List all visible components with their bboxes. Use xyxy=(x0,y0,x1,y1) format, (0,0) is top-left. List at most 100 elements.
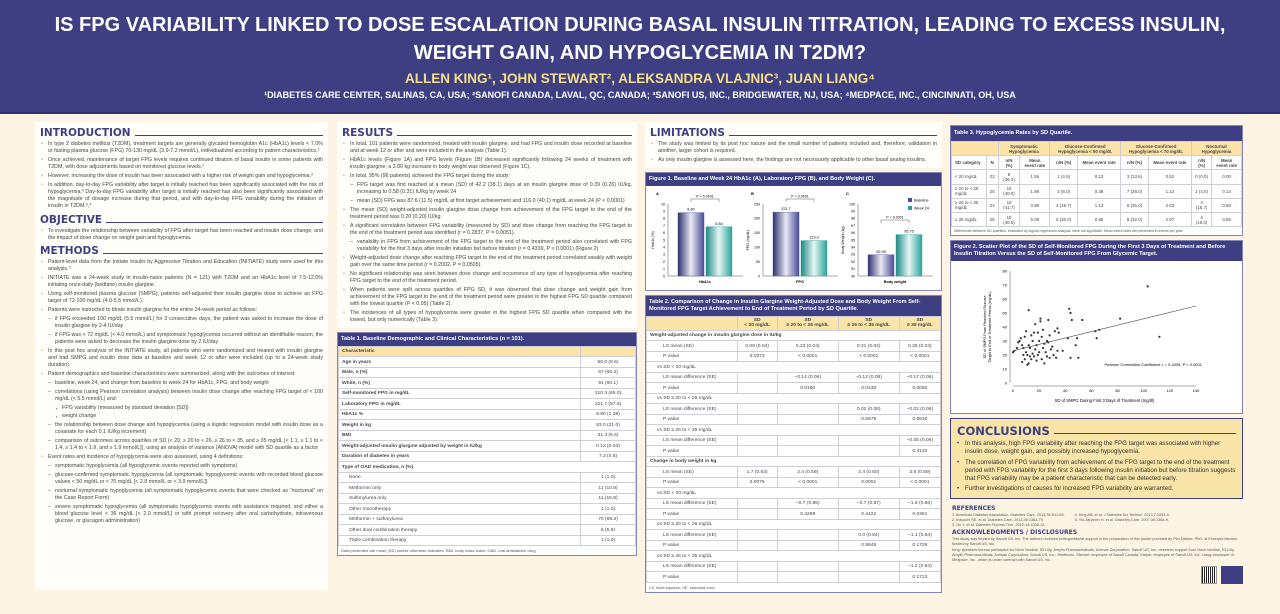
data-point xyxy=(1119,317,1122,320)
table-1-header-blank xyxy=(580,345,636,358)
data-label: 6.84 xyxy=(715,222,722,226)
y-tick-label: 10 xyxy=(1003,366,1008,371)
data-point xyxy=(1069,312,1072,315)
row-label: Other monotherapy xyxy=(338,503,581,515)
cell xyxy=(776,403,839,415)
column-header: SD ≥ 35 mg/dL xyxy=(898,315,942,331)
data-point xyxy=(1024,330,1028,333)
list-item: Event rates and incidence of hypoglycemi… xyxy=(40,454,323,461)
y-tick-label: 30 xyxy=(1003,338,1008,343)
row-group-label: vs SD < 20 mg/dL xyxy=(646,361,941,373)
list-item: Patient-level data from the Initiate Ins… xyxy=(40,259,323,273)
cell: −1.1 (0.84) xyxy=(898,529,942,541)
x-tick-label: 80 xyxy=(1115,388,1120,393)
cell: 0.09 (0.04) xyxy=(736,340,778,352)
cell: 1.13 xyxy=(1147,183,1192,199)
data-point xyxy=(1048,356,1051,360)
y-axis-label: SD of SMPG From Reached GlucoseTarget to… xyxy=(983,291,992,363)
y-tick-label: 94 xyxy=(851,245,855,249)
row-value: 56.0 (8.6) xyxy=(580,356,636,368)
data-point xyxy=(1051,345,1054,348)
cell: 0 (0.0) xyxy=(1190,169,1213,185)
y-tick-label: 98 xyxy=(851,216,855,220)
cell: 1.7 (0.63) xyxy=(736,466,778,478)
correlation-annotation: Pearson Correlation Coefficient: r = 0.4… xyxy=(1105,362,1203,367)
table-2-note: LS, least squares; SE, standard error. xyxy=(649,584,716,590)
table-row: Duration of diabetes in years 7.3 (4.8) xyxy=(338,450,636,463)
row-label: Laboratory FPG in mg/dL xyxy=(338,398,581,410)
data-point xyxy=(1044,351,1047,354)
table-row: vs SD ≥ 26 to < 35 mg/dL xyxy=(646,424,941,436)
references-section: REFERENCES 1. American Diabetes Associat… xyxy=(950,503,1243,562)
conclusions-heading: CONCLUSIONS xyxy=(957,424,1236,438)
sd-category: < 20 mg/dL xyxy=(951,169,987,185)
bar-week-24 xyxy=(705,226,733,276)
row-group-label: vs SD ≥ 26 to < 35 mg/dL xyxy=(646,424,941,436)
table-row: Age in years 56.0 (8.6) xyxy=(338,356,636,368)
data-point xyxy=(1036,331,1039,334)
table-row: LS mean (SE) 1.7 (0.63) 2.4 (0.59) 2.4 (0.6… xyxy=(646,466,942,478)
table-row: Type of OAD medication, n (%) xyxy=(338,461,636,473)
data-point xyxy=(1027,309,1030,312)
data-point xyxy=(1039,317,1042,320)
table-row: P value 0.4269 0.4422 0.0361 xyxy=(646,508,942,520)
row-label: Self-monitored FPG in mg/dL xyxy=(338,387,581,400)
cell xyxy=(837,561,900,573)
data-point xyxy=(1095,337,1098,340)
cell: 3.6 (0.59) xyxy=(898,466,942,478)
row-value: 8.80 (1.39) xyxy=(580,408,636,421)
cell: < 0.0001 xyxy=(898,477,942,489)
data-point xyxy=(1032,331,1036,334)
cell: 0.0 (0.84) xyxy=(837,529,900,541)
data-point xyxy=(1068,307,1071,311)
table-row: P value 0.6979 0.6630 xyxy=(646,414,942,426)
subheader: n/N (%) xyxy=(1190,155,1213,171)
cell xyxy=(776,435,839,447)
cell: 7 (28.0) xyxy=(1120,183,1149,199)
cell: 0.21 (0.04) xyxy=(837,340,900,352)
row-value: 6 (5.9) xyxy=(580,524,636,536)
cell: 0.1729 xyxy=(898,540,942,552)
data-point xyxy=(1031,352,1034,355)
y-tick-label: 5 xyxy=(663,238,665,242)
row-label: HbA1c % xyxy=(338,408,581,421)
y-tick-label: 250 xyxy=(754,202,760,206)
row-label: LS mean difference (SE) xyxy=(646,529,738,541)
row-label: P value xyxy=(646,414,738,426)
bar-baseline xyxy=(772,211,800,276)
table-1-header: Characteristic xyxy=(338,345,581,358)
p-value-annotation: P < 0.0001 xyxy=(696,194,713,198)
row-label: P value xyxy=(646,382,738,394)
data-point xyxy=(1021,344,1024,347)
column-4: Table 3. Hypoglycemia Rates by SD Quarti… xyxy=(950,125,1243,585)
cell: 0.25 (0.04) xyxy=(898,340,942,352)
subheader: Mean event rate xyxy=(1147,155,1192,171)
cell: 10 (40.0) xyxy=(997,211,1021,228)
figure-1: Figure 1. Baseline and Week 24 HbA1c (A)… xyxy=(645,171,942,291)
bar-week-24 xyxy=(895,234,923,276)
conclusion-item: Further investigations of causes for inc… xyxy=(957,485,1236,493)
column-1-panel: INTRODUCTION In type 2 diabetes mellitus… xyxy=(35,122,328,590)
table-row: Self-monitored FPG in mg/dL 210.3 (65.0) xyxy=(338,387,636,400)
column-header: SD ≥ 20 to < 26 mg/dL xyxy=(776,315,839,331)
cell: 0.0430 xyxy=(837,382,900,394)
data-label: 8.80 xyxy=(687,207,694,211)
qr-code[interactable] xyxy=(1201,566,1217,585)
column-3: LIMITATIONS The study was limited by its… xyxy=(645,122,942,593)
column-1: INTRODUCTION In type 2 diabetes mellitus… xyxy=(35,122,328,590)
cell: 10 (41.7) xyxy=(997,197,1021,213)
data-point xyxy=(1038,340,1041,343)
conclusion-item: In this analysis, high FPG variability a… xyxy=(957,440,1236,456)
y-tick-label: 10 xyxy=(661,202,665,206)
data-point xyxy=(1074,344,1077,347)
table-row: Weight in kg 93.0 (21.0) xyxy=(338,419,636,431)
list-item: In total, 95% (96 patients) achieved the… xyxy=(342,173,632,180)
significance-bracket xyxy=(785,198,815,202)
subheader: n/N (%) xyxy=(1049,155,1079,171)
download-badge[interactable] xyxy=(1221,566,1243,585)
y-tick-label: 0 xyxy=(663,274,665,278)
cell xyxy=(837,445,900,457)
cell: −0.7 (0.86) xyxy=(776,498,839,510)
table-row: P value 0.9848 0.1729 xyxy=(646,540,942,552)
